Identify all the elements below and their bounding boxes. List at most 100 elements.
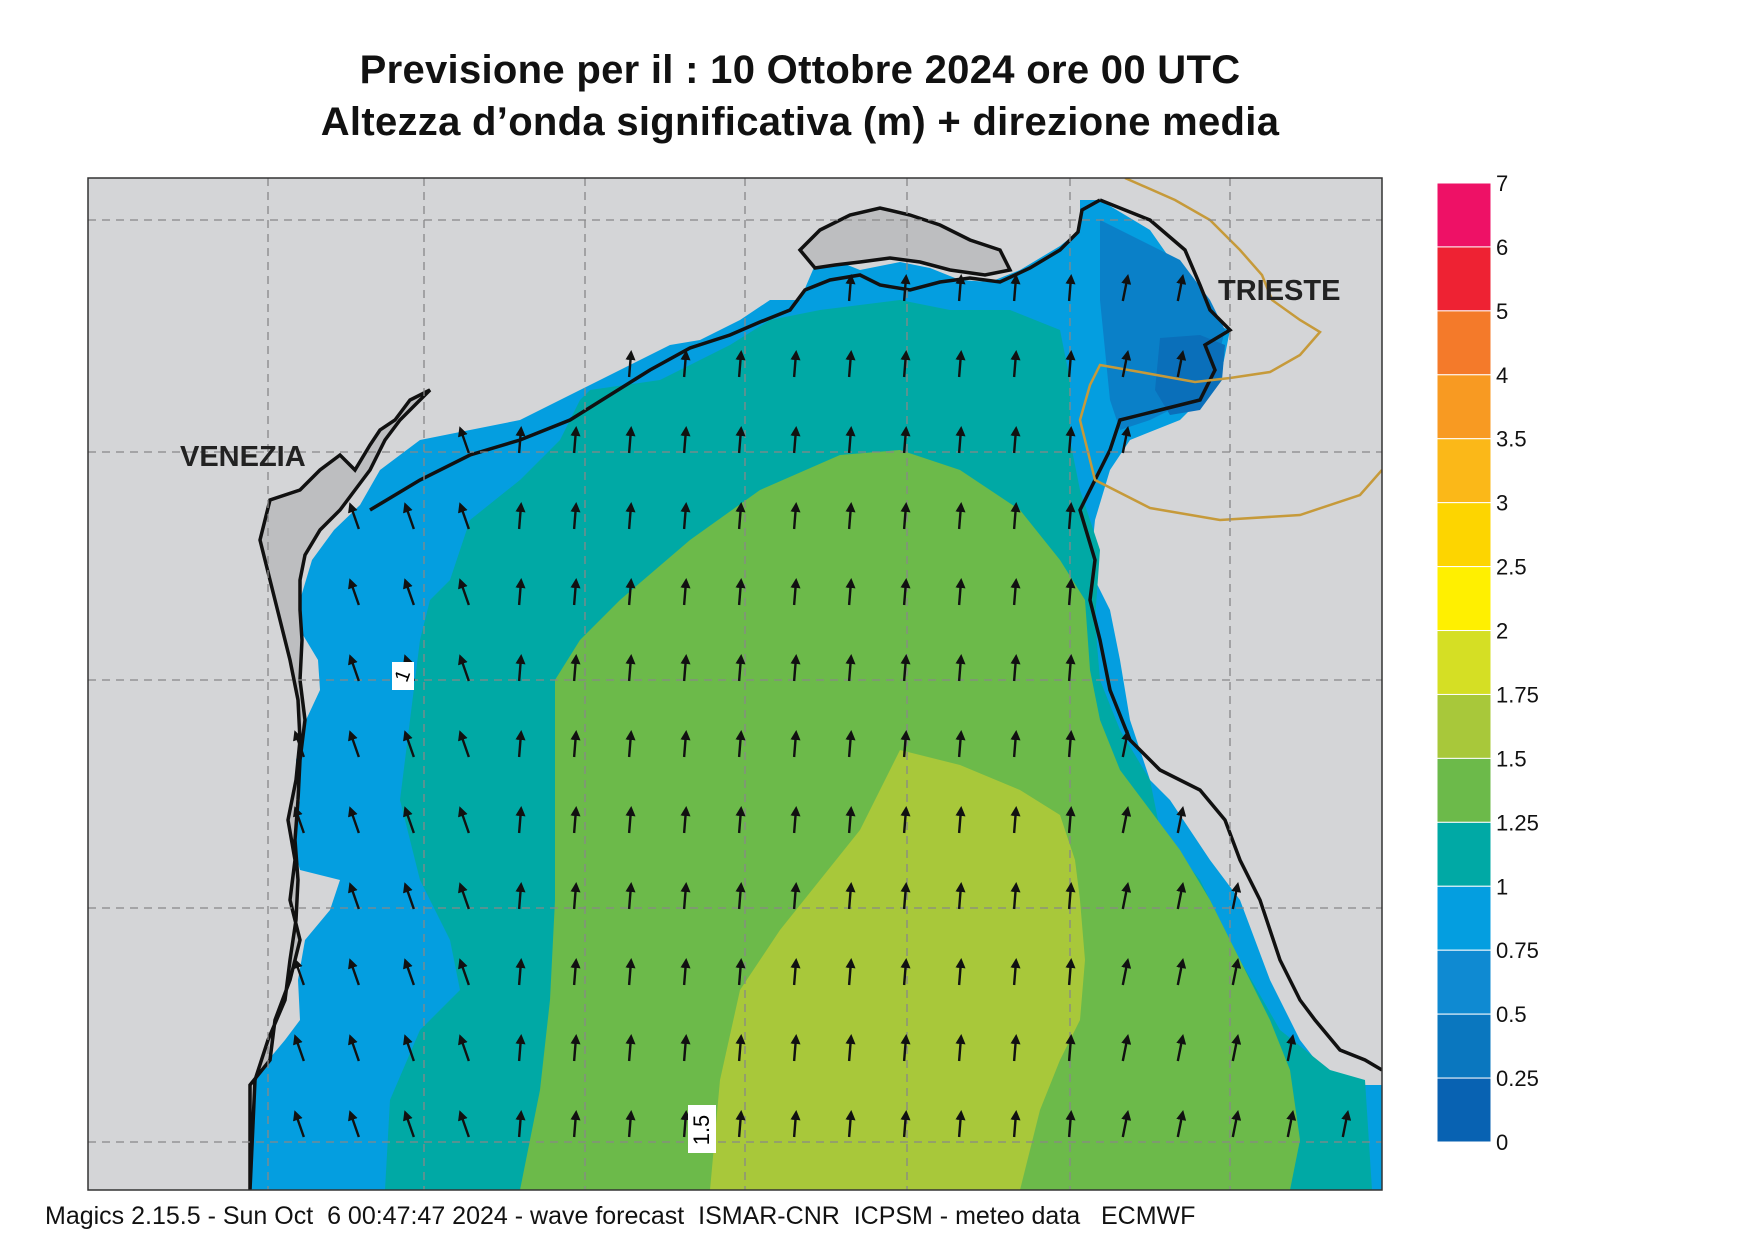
border-line xyxy=(1078,178,1382,522)
wave-direction-arrow xyxy=(1121,806,1132,834)
wave-direction-arrow xyxy=(625,501,636,530)
wave-direction-arrow xyxy=(1176,1034,1187,1062)
grado-lagoon xyxy=(797,206,1013,277)
wave-direction-arrow xyxy=(1010,425,1021,454)
wave-direction-arrow xyxy=(735,805,746,834)
sea-band-15-175 xyxy=(710,750,1085,1190)
wave-direction-arrow xyxy=(1065,805,1076,834)
legend-color-swatch xyxy=(1436,246,1492,312)
wave-direction-arrow xyxy=(293,806,305,834)
legend-tick-label: 5 xyxy=(1496,299,1508,324)
wave-direction-arrow xyxy=(900,805,911,834)
wave-direction-arrow xyxy=(790,349,801,378)
wave-direction-arrow xyxy=(955,881,966,910)
wave-direction-arrow xyxy=(348,1034,360,1062)
wave-direction-arrow xyxy=(845,957,856,986)
wave-direction-arrow xyxy=(348,578,360,606)
coastline-east xyxy=(1078,198,1382,1072)
wave-direction-arrow xyxy=(845,577,856,606)
wave-direction-arrow xyxy=(1286,1034,1297,1062)
wave-direction-arrow xyxy=(955,729,966,758)
wave-direction-arrow xyxy=(1065,729,1076,758)
wave-direction-arrow xyxy=(900,653,911,682)
legend-tick-label: 6 xyxy=(1496,235,1508,260)
wave-direction-arrow xyxy=(900,881,911,910)
wave-direction-arrow xyxy=(1010,349,1021,378)
venice-lagoon xyxy=(248,388,432,1190)
wave-direction-arrow xyxy=(403,578,415,606)
wave-direction-arrow xyxy=(625,881,636,910)
wave-direction-arrow xyxy=(570,729,581,758)
wave-direction-arrow xyxy=(1176,882,1187,910)
wave-direction-arrow xyxy=(625,805,636,834)
wave-direction-arrow xyxy=(458,654,470,682)
wave-direction-arrow xyxy=(515,577,526,606)
wave-direction-arrow xyxy=(900,501,911,530)
wave-direction-arrow xyxy=(1065,577,1076,606)
wave-direction-arrow xyxy=(625,653,636,682)
wave-direction-arrow xyxy=(458,1034,470,1062)
wave-direction-arrow xyxy=(1176,350,1187,378)
wave-direction-arrow xyxy=(570,501,581,530)
wave-direction-arrow xyxy=(900,273,911,302)
legend-color-swatch xyxy=(1436,757,1492,823)
wave-direction-arrow xyxy=(1065,957,1076,986)
wave-direction-arrow xyxy=(1065,349,1076,378)
wave-direction-arrow xyxy=(348,502,360,530)
wave-direction-arrow xyxy=(735,349,746,378)
legend-tick-label: 1.25 xyxy=(1496,810,1539,835)
wave-direction-arrow xyxy=(1010,1033,1021,1062)
contour-label-1.5: 1.5 xyxy=(688,1105,716,1153)
wave-direction-arrow xyxy=(845,729,856,758)
wave-direction-arrow xyxy=(570,957,581,986)
legend-tick-label: 2.5 xyxy=(1496,555,1527,580)
wave-direction-arrow xyxy=(1176,958,1187,986)
color-legend: 7 6 5 4 3.5 3 2.5 2 1.75 1.5 1.25 1 0.75 0.5 0.25 0 xyxy=(1436,171,1539,1155)
wave-direction-arrow xyxy=(680,349,691,378)
legend-color-swatch xyxy=(1436,885,1492,951)
wave-direction-arrow xyxy=(1121,350,1132,378)
wave-direction-arrow xyxy=(1010,805,1021,834)
city-label-trieste: TRIESTE xyxy=(1218,275,1340,307)
wave-direction-arrow xyxy=(1176,806,1187,834)
wave-direction-arrow xyxy=(955,349,966,378)
wave-direction-arrow xyxy=(955,1033,966,1062)
wave-direction-arrow xyxy=(403,1110,415,1138)
wave-direction-arrow xyxy=(403,1034,415,1062)
wave-direction-arrow xyxy=(735,1109,746,1138)
wave-direction-arrow xyxy=(735,425,746,454)
legend-color-swatch xyxy=(1436,693,1492,759)
legend-color-swatch xyxy=(1436,949,1492,1015)
wave-direction-arrow xyxy=(515,957,526,986)
wave-direction-arrow xyxy=(293,1110,305,1138)
wave-direction-arrow xyxy=(1065,653,1076,682)
wave-direction-arrow xyxy=(1286,1110,1297,1138)
wave-direction-arrow xyxy=(1121,1110,1132,1138)
wave-direction-arrow xyxy=(625,349,636,378)
wave-direction-arrow xyxy=(1121,426,1132,454)
wave-direction-arrow xyxy=(1010,501,1021,530)
wave-direction-arrow xyxy=(955,577,966,606)
legend-color-swatch xyxy=(1436,182,1492,248)
legend-color-swatch xyxy=(1436,630,1492,695)
wave-direction-arrow xyxy=(1065,1033,1076,1062)
wave-direction-arrow xyxy=(680,729,691,758)
legend-color-swatch xyxy=(1436,821,1492,887)
wave-direction-arrow xyxy=(790,1109,801,1138)
wave-direction-arrow xyxy=(1231,958,1242,986)
wave-direction-arrow xyxy=(570,881,581,910)
wave-direction-arrow xyxy=(570,1109,581,1138)
wave-direction-arrow xyxy=(1121,730,1132,758)
wave-direction-arrow xyxy=(900,957,911,986)
wave-direction-arrow xyxy=(625,1033,636,1062)
legend-tick-label: 0.5 xyxy=(1496,1002,1527,1027)
wave-direction-arrow xyxy=(790,881,801,910)
wave-direction-arrow xyxy=(570,425,581,454)
wave-direction-arrow xyxy=(1231,882,1242,910)
wave-direction-arrow xyxy=(458,882,470,910)
wave-direction-arrow xyxy=(845,1109,856,1138)
legend-tick-label: 0.25 xyxy=(1496,1066,1539,1091)
legend-tick-label: 3.5 xyxy=(1496,427,1527,452)
wave-direction-arrow xyxy=(790,1033,801,1062)
